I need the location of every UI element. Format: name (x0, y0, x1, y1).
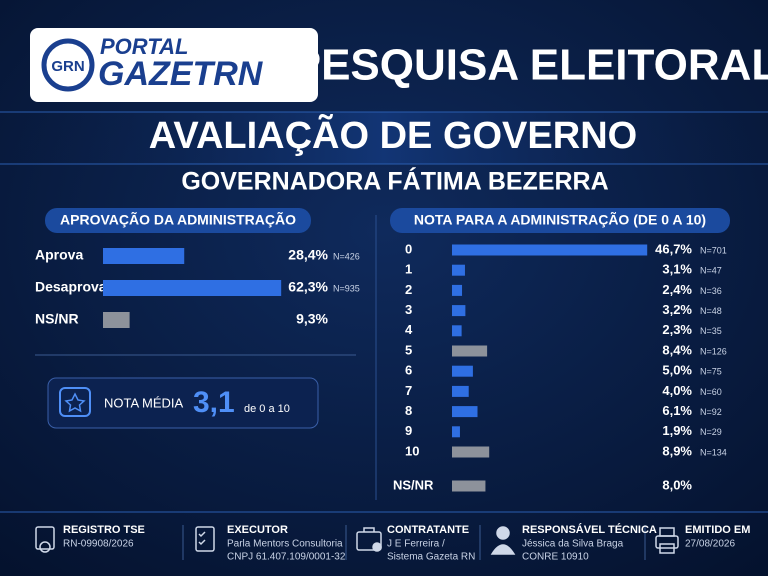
value-label: 8,0% (662, 477, 692, 492)
value-label: 4,0% (662, 383, 692, 398)
footer-line: 27/08/2026 (685, 539, 735, 550)
footer-title: EMITIDO EM (685, 524, 750, 536)
title-band (0, 112, 768, 164)
header-subject: GOVERNADORA FÁTIMA BEZERRA (181, 167, 608, 196)
nota-scale: de 0 a 10 (244, 403, 290, 415)
n-label: N=36 (700, 286, 722, 296)
value-label: 1,9% (662, 423, 692, 438)
bar (452, 325, 462, 337)
category-label: Desaprova (35, 279, 107, 295)
bar (452, 345, 488, 357)
value-label: 8,4% (662, 342, 692, 357)
footer-line: CNPJ 61.407.109/0001-32 (227, 552, 346, 563)
n-label: N=47 (700, 266, 722, 276)
value-label: 2,4% (662, 282, 692, 297)
bar (452, 284, 463, 296)
bar (452, 365, 473, 377)
value-label: 2,3% (662, 322, 692, 337)
footer-separators (182, 525, 646, 560)
value-label: 28,4% (288, 247, 328, 263)
footer-title: RESPONSÁVEL TÉCNICA (522, 523, 657, 536)
n-label: N=75 (700, 367, 722, 377)
category-label: 0 (405, 241, 412, 256)
nota-box (47, 377, 319, 429)
bar (103, 312, 130, 328)
bar (452, 426, 460, 438)
category-label: NS/NR (35, 311, 79, 327)
bar (452, 244, 648, 256)
bar (103, 248, 185, 264)
n-label: N=126 (700, 346, 727, 356)
footer-line: RN-09908/2026 (63, 539, 134, 550)
value-label: 3,1% (662, 262, 692, 277)
bar (452, 480, 486, 492)
n-label: N=92 (700, 407, 722, 417)
logo-ring (41, 38, 95, 92)
section-pill (390, 208, 730, 233)
n-label: N=29 (700, 427, 722, 437)
logo-box (30, 28, 318, 102)
bar (452, 264, 465, 276)
nota-icon (59, 387, 91, 417)
header-subtitle: AVALIAÇÃO DE GOVERNO (149, 113, 637, 157)
category-label: 7 (405, 383, 412, 398)
category-label: Aprova (35, 247, 83, 263)
footer-icons (35, 526, 679, 555)
nota-label: NOTA MÉDIA (104, 395, 184, 410)
footer-line: Parla Mentors Consultoria (227, 539, 343, 550)
logo-badge: GRN (51, 58, 84, 75)
category-label: 8 (405, 403, 412, 418)
footer-line: J E Ferreira / (387, 539, 445, 550)
header-title: PESQUISA ELEITORAL (292, 41, 768, 90)
chart-title: APROVAÇÃO DA ADMINISTRAÇÃO (60, 211, 296, 228)
footer-title: CONTRATANTE (387, 524, 469, 536)
category-label: 2 (405, 282, 412, 297)
nota-icon (64, 392, 86, 413)
n-label: N=35 (700, 326, 722, 336)
bar (452, 446, 490, 458)
footer-line: Sistema Gazeta RN (387, 552, 475, 563)
footer-title: EXECUTOR (227, 524, 288, 536)
logo-main: GAZETRN (98, 55, 264, 93)
category-label: NS/NR (393, 477, 434, 492)
category-label: 1 (405, 262, 412, 277)
category-label: 10 (405, 443, 419, 458)
bar (452, 406, 478, 418)
n-label: N=134 (700, 447, 727, 457)
bar (452, 385, 469, 397)
category-label: 3 (405, 302, 412, 317)
n-label: N=48 (700, 306, 722, 316)
value-label: 9,3% (296, 311, 328, 327)
section-pill (45, 208, 311, 233)
value-label: 8,9% (662, 443, 692, 458)
category-label: 5 (405, 342, 412, 357)
bar (103, 280, 282, 296)
footer-line: Jéssica da Silva Braga (522, 539, 624, 550)
chart-title: NOTA PARA A ADMINISTRAÇÃO (DE 0 A 10) (414, 211, 706, 228)
n-label: N=426 (333, 251, 360, 261)
value-label: 5,0% (662, 363, 692, 378)
value-label: 46,7% (655, 241, 692, 256)
n-label: N=60 (700, 387, 722, 397)
category-label: 9 (405, 423, 412, 438)
logo-top: PORTAL (100, 34, 188, 59)
value-label: 62,3% (288, 279, 328, 295)
value-label: 6,1% (662, 403, 692, 418)
n-label: N=701 (700, 245, 727, 255)
nota-value: 3,1 (193, 386, 235, 419)
category-label: 4 (405, 322, 413, 337)
n-label: N=935 (333, 283, 360, 293)
value-label: 3,2% (662, 302, 692, 317)
bar (452, 305, 466, 317)
footer-line: CONRE 10910 (522, 552, 589, 563)
footer-title: REGISTRO TSE (63, 524, 145, 536)
category-label: 6 (405, 363, 412, 378)
